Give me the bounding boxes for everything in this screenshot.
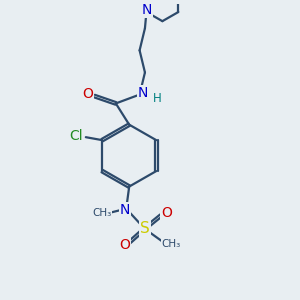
Text: N: N [138, 86, 148, 100]
Text: O: O [161, 206, 172, 220]
Text: H: H [152, 92, 161, 105]
Text: O: O [82, 87, 93, 101]
Text: O: O [119, 238, 130, 252]
Text: N: N [120, 203, 130, 217]
Text: CH₃: CH₃ [162, 239, 181, 249]
Text: Cl: Cl [69, 129, 83, 143]
Text: CH₃: CH₃ [92, 208, 111, 218]
Text: N: N [141, 3, 152, 17]
Text: S: S [140, 221, 149, 236]
